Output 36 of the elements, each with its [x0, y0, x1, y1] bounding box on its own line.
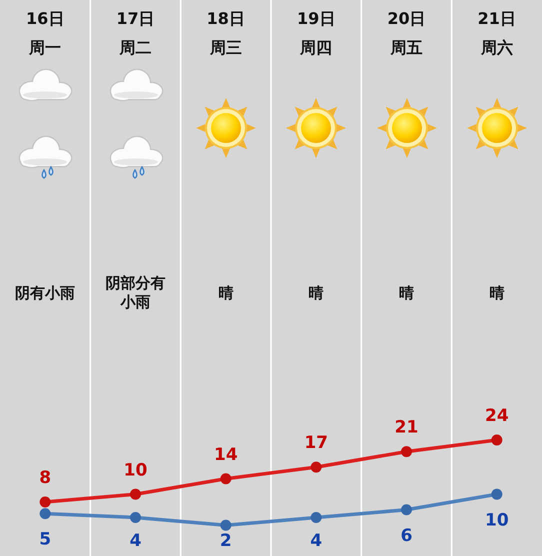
point	[130, 512, 141, 523]
point	[310, 462, 322, 473]
data-label: 8	[39, 468, 52, 488]
x-tick-label: 17日周二	[115, 8, 156, 59]
text: 阴部分有小雨	[104, 274, 166, 312]
text: 晴	[308, 284, 325, 302]
data-label: 2	[220, 531, 232, 551]
data-label: 10	[484, 510, 509, 530]
x-tick-label: 16日周一	[25, 8, 66, 59]
point	[310, 512, 322, 523]
data-label: 6	[400, 526, 412, 546]
point	[40, 508, 51, 520]
point	[220, 520, 232, 531]
x-tick-label: 18日周三	[206, 8, 246, 59]
point	[491, 488, 502, 500]
data-label: 4	[130, 531, 142, 551]
data-label: 24	[484, 406, 509, 426]
point	[401, 446, 412, 458]
text: 阴有小雨	[14, 284, 76, 302]
data-label: 4	[310, 531, 322, 551]
text: 晴	[488, 284, 506, 302]
text: 晴	[398, 284, 415, 302]
point	[40, 496, 51, 508]
x-tick-label: 20日周五	[386, 8, 427, 59]
data-label: 17	[304, 433, 328, 454]
data-label: 10	[124, 460, 148, 480]
x-tick-label: 19日周四	[296, 8, 336, 59]
point	[401, 504, 412, 516]
data-label: 14	[214, 444, 238, 465]
x-tick-label: 21日周六	[476, 8, 517, 59]
text: 晴	[217, 284, 234, 302]
point	[130, 488, 141, 500]
point	[220, 473, 232, 484]
data-label: 5	[39, 530, 52, 550]
point	[491, 434, 502, 446]
data-label: 21	[394, 418, 418, 438]
